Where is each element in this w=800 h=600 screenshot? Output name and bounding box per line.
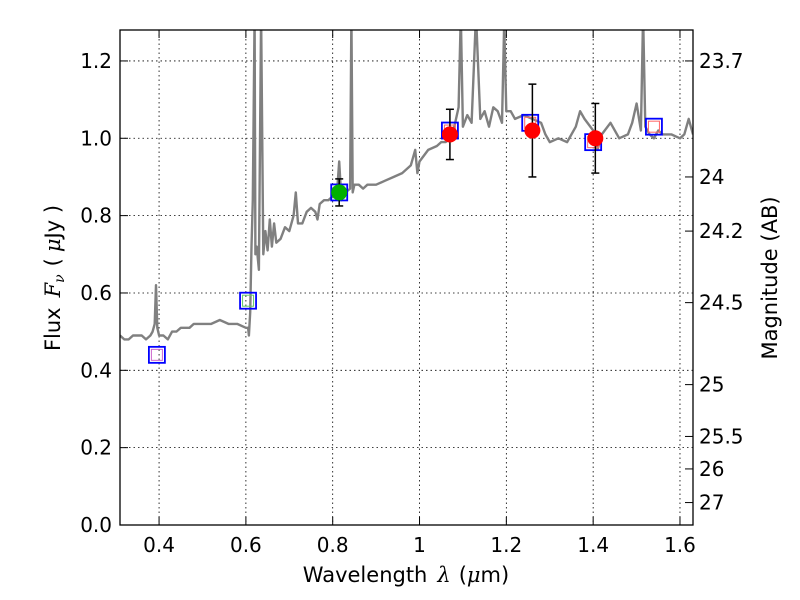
y2-tick-label: 25 — [699, 373, 724, 397]
y-tick-label: 0.4 — [80, 358, 112, 382]
observed-point — [441, 126, 458, 143]
y-tick-label: 0.6 — [80, 281, 112, 305]
y-axis-label: FluxFν(μJy ) — [41, 205, 68, 351]
grid — [120, 30, 693, 526]
spectrum-line — [120, 30, 693, 341]
y2-tick-label: 26 — [699, 457, 724, 481]
x-tick-label: 1 — [413, 533, 426, 557]
x-tick-label: 0.4 — [143, 533, 175, 557]
ticks: 0.4 0.6 0.8 1 1.2 1.4 1.6 0.0 0.2 0.4 0.6 0.8 1.0 1.2… — [80, 30, 744, 557]
x-tick-label: 0.6 — [230, 533, 262, 557]
marker-layer — [147, 83, 663, 364]
y-tick-label: 1.2 — [80, 49, 112, 73]
y2-tick-label: 24 — [699, 165, 724, 189]
y2-tick-label: 25.5 — [699, 424, 744, 448]
synthetic-square-inner — [150, 348, 163, 361]
x-tick-label: 1.4 — [577, 533, 609, 557]
x-tick-label: 0.8 — [317, 533, 349, 557]
synthetic-square-marker — [239, 291, 257, 310]
y-tick-label: 0.2 — [80, 436, 112, 460]
y-tick-label: 1.0 — [80, 126, 112, 150]
x-tick-label: 1.6 — [664, 533, 696, 557]
spectrum-layer — [120, 30, 693, 341]
observed-point — [587, 130, 604, 147]
y-tick-label: 0.0 — [80, 513, 112, 537]
y2-tick-label: 27 — [699, 491, 724, 515]
synthetic-square-inner — [647, 120, 660, 133]
y2-axis-label: Magnitude (AB) — [758, 196, 782, 359]
observed-point — [331, 184, 348, 201]
y-tick-label: 0.8 — [80, 204, 112, 228]
plot-frame — [119, 29, 694, 526]
y2-tick-label: 23.7 — [699, 49, 744, 73]
y2-tick-label: 24.5 — [699, 291, 744, 315]
synthetic-square-marker — [645, 117, 663, 136]
y2-tick-label: 24.2 — [699, 219, 744, 243]
x-axis-label: Wavelength λ (μm) — [303, 563, 509, 587]
observed-point — [524, 122, 541, 139]
x-tick-label: 1.2 — [490, 533, 522, 557]
synthetic-square-marker — [147, 345, 166, 364]
synthetic-square-inner — [242, 294, 255, 307]
